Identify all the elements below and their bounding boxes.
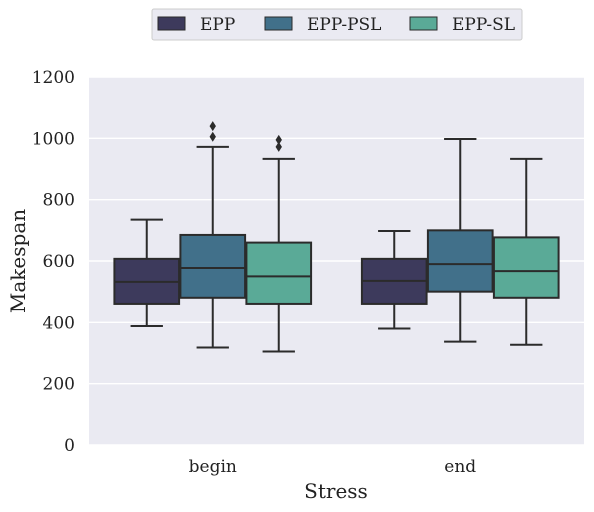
box-epp-sl-end <box>492 157 560 346</box>
box-epp-end <box>360 229 428 330</box>
y-tick-label: 600 <box>43 252 75 272</box>
y-tick-label: 0 <box>64 436 75 456</box>
outlier-point <box>275 134 282 145</box>
box-epp-begin <box>113 218 181 328</box>
box-epp-psl-begin <box>179 121 247 349</box>
y-tick-label: 1200 <box>32 68 75 88</box>
box-epp-psl-end <box>426 137 494 343</box>
box-body <box>245 241 313 305</box>
x-tick-label: end <box>444 457 476 477</box>
y-tick-label: 400 <box>43 313 75 333</box>
legend-swatch <box>409 16 438 31</box>
legend-label: EPP <box>200 15 235 35</box>
outlier-point <box>209 121 216 132</box>
outlier-point <box>209 131 216 142</box>
legend-label: EPP-PSL <box>307 15 381 35</box>
box-body <box>426 229 494 293</box>
outlier-point <box>275 141 282 152</box>
x-tick-label: begin <box>189 457 237 477</box>
legend-swatch <box>264 16 293 31</box>
legend: EPP EPP-PSL EPP-SL <box>151 8 523 41</box>
box-body <box>492 236 560 299</box>
box-body <box>179 233 247 299</box>
y-tick-label: 800 <box>43 191 75 211</box>
legend-label: EPP-SL <box>452 15 515 35</box>
box-epp-sl-begin <box>245 134 313 353</box>
boxes-layer <box>113 121 560 353</box>
x-tick-labels: begin end <box>189 457 477 477</box>
y-axis-label: Makespan <box>6 209 30 313</box>
legend-swatch <box>157 16 186 31</box>
y-tick-label: 1000 <box>32 129 75 149</box>
y-tick-labels: 0 200 400 600 800 1000 1200 <box>32 68 75 456</box>
x-axis-label: Stress <box>304 479 368 503</box>
y-tick-label: 200 <box>43 375 75 395</box>
